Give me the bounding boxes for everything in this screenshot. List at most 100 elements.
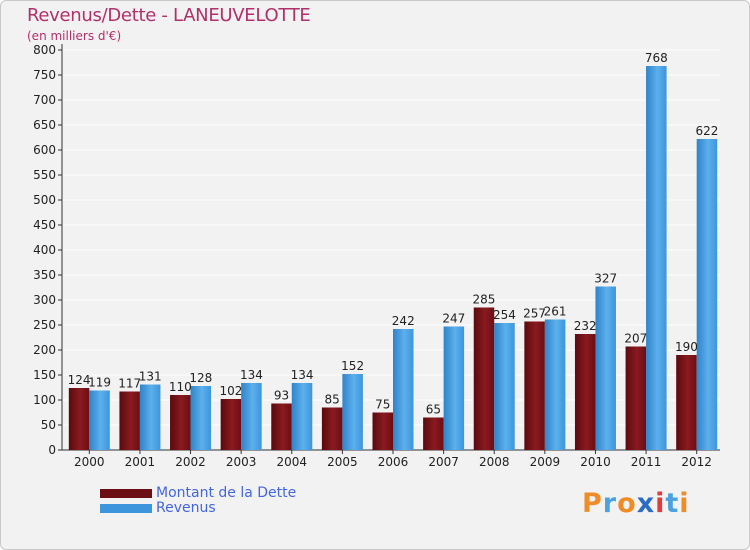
data-label-dette: 207 [624, 332, 647, 346]
chart-title: Revenus/Dette - LANEUVELOTTE [27, 5, 311, 26]
bar-revenus [190, 386, 212, 450]
data-label-dette: 257 [523, 307, 546, 321]
y-tick-label: 150 [33, 368, 56, 382]
bar-dette [271, 403, 292, 450]
x-tick-label: 2006 [378, 455, 409, 469]
bar-dette [321, 407, 343, 450]
bar-dette [676, 355, 697, 450]
bar-dette [68, 388, 90, 450]
y-tick-label: 600 [33, 143, 56, 157]
y-tick-label: 500 [33, 193, 56, 207]
y-tick-label: 450 [33, 218, 56, 232]
y-tick-label: 750 [33, 68, 56, 82]
bar-dette [170, 395, 191, 450]
x-tick-label: 2007 [428, 455, 459, 469]
bar-revenus [291, 383, 313, 450]
data-label-dette: 93 [274, 389, 289, 403]
bar-revenus [89, 390, 110, 450]
bar-revenus [646, 66, 667, 450]
data-label-revenus: 119 [88, 376, 111, 390]
logo-letter: i [655, 488, 666, 519]
bar-dette [625, 346, 647, 450]
x-tick-label: 2005 [327, 455, 358, 469]
y-tick-label: 250 [33, 318, 56, 332]
data-label-dette: 65 [426, 403, 441, 417]
bar-dette [423, 417, 444, 450]
data-label-dette: 124 [68, 373, 91, 387]
bar-dette [119, 391, 140, 450]
x-tick-label: 2002 [175, 455, 206, 469]
x-tick-label: 2000 [74, 455, 105, 469]
y-tick-label: 300 [33, 293, 56, 307]
data-label-dette: 232 [574, 319, 597, 333]
data-label-dette: 285 [473, 293, 496, 307]
x-tick-label: 2008 [479, 455, 510, 469]
bar-dette [473, 307, 495, 450]
x-tick-label: 2010 [580, 455, 611, 469]
grid-lines [62, 49, 720, 451]
data-label-dette: 75 [375, 398, 390, 412]
y-tick-label: 550 [33, 168, 56, 182]
y-tick-label: 700 [33, 93, 56, 107]
y-tick-label: 100 [33, 393, 56, 407]
y-tick-label: 50 [41, 418, 56, 432]
data-label-revenus: 128 [189, 371, 212, 385]
data-label-dette: 190 [675, 340, 698, 354]
data-label-revenus: 134 [291, 368, 314, 382]
logo-letter: t [665, 488, 680, 519]
chart-subtitle: (en milliers d'€) [27, 29, 122, 43]
y-tick-label: 350 [33, 268, 56, 282]
data-label-dette: 110 [169, 380, 192, 394]
y-tick-label: 800 [33, 43, 56, 57]
x-tick-label: 2001 [125, 455, 156, 469]
data-label-revenus: 768 [645, 51, 668, 65]
x-tick-label: 2009 [530, 455, 561, 469]
bar-revenus [443, 326, 465, 450]
bar-dette [220, 399, 242, 450]
bar-dette [574, 334, 596, 450]
data-label-revenus: 261 [544, 305, 567, 319]
bar-revenus [139, 384, 161, 450]
x-tick-label: 2012 [681, 455, 712, 469]
bar-revenus [342, 374, 363, 450]
blue-bar-swatch-icon [100, 504, 152, 513]
data-label-revenus: 254 [493, 308, 516, 322]
legend-label-dette: Montant de la Dette [156, 485, 297, 501]
bar-dette [372, 412, 393, 450]
data-label-revenus: 152 [341, 359, 364, 373]
bar-revenus [696, 139, 718, 450]
data-label-revenus: 131 [139, 370, 162, 384]
logo-letter: i [679, 488, 690, 519]
x-tick-label: 2011 [631, 455, 662, 469]
x-tick-label: 2004 [276, 455, 307, 469]
logo-letter: r [602, 488, 618, 519]
data-label-revenus: 622 [695, 124, 718, 138]
x-tick-label: 2003 [226, 455, 257, 469]
data-label-revenus: 327 [594, 272, 617, 286]
bar-revenus [393, 329, 414, 450]
y-tick-label: 650 [33, 118, 56, 132]
bar-revenus [494, 323, 515, 450]
y-tick-label: 400 [33, 243, 56, 257]
dark-red-bar-swatch-icon [100, 489, 152, 498]
data-label-dette: 102 [219, 384, 242, 398]
legend-label-revenus: Revenus [156, 500, 216, 516]
data-label-revenus: 242 [392, 314, 415, 328]
logo-letter: x [636, 488, 656, 519]
data-label-dette: 85 [324, 393, 339, 407]
logo-letter: o [617, 488, 637, 519]
y-tick-label: 0 [48, 443, 56, 457]
data-label-revenus: 134 [240, 368, 263, 382]
bars [68, 66, 718, 450]
bar-dette [524, 321, 545, 450]
bar-revenus [544, 319, 566, 450]
bar-revenus [595, 286, 616, 450]
data-label-dette: 117 [118, 377, 141, 391]
logo-letter: P [582, 488, 603, 519]
bar-revenus [241, 383, 262, 450]
data-label-revenus: 247 [442, 312, 465, 326]
proxiti-logo: Proxiti [582, 488, 690, 519]
y-tick-label: 200 [33, 343, 56, 357]
